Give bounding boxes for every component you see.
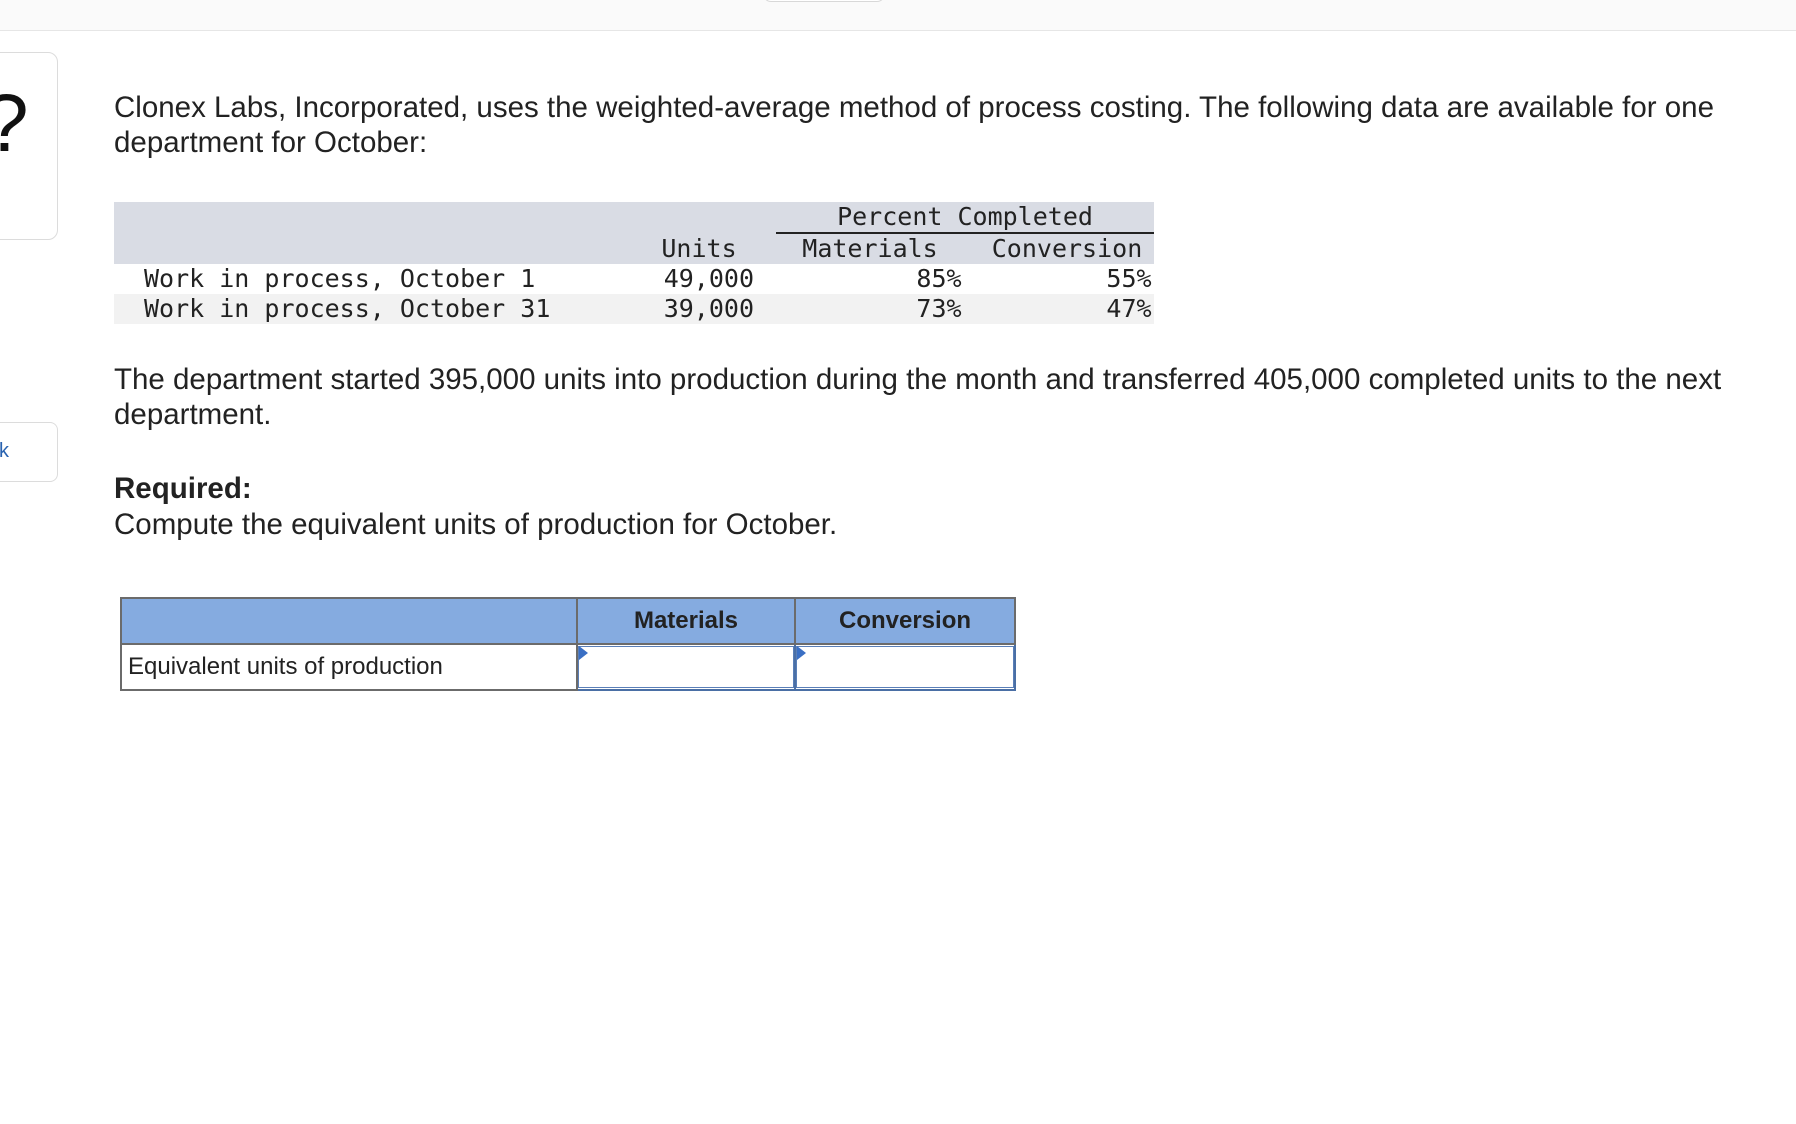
problem-intro: Clonex Labs, Incorporated, uses the weig… xyxy=(114,91,1714,159)
conversion-input-cell xyxy=(794,643,1016,691)
row-label: Work in process, October 1 xyxy=(144,264,536,293)
row-materials: 73% xyxy=(916,294,962,323)
table-row: Equivalent units of production xyxy=(120,643,1016,691)
input-marker-icon xyxy=(797,646,806,660)
answer-header-materials: Materials xyxy=(576,597,796,645)
table-row: Work in process, October 31 39,000 73% 4… xyxy=(114,294,1154,324)
row-conversion: 55% xyxy=(1106,264,1152,293)
row-label: Work in process, October 31 xyxy=(144,294,551,323)
problem-body: The department started 395,000 units int… xyxy=(114,363,1722,431)
header-underline xyxy=(776,232,1154,234)
row-conversion: 47% xyxy=(1106,294,1152,323)
required-text: Compute the equivalent units of producti… xyxy=(114,508,838,541)
answer-table: Materials Conversion Equivalent units of… xyxy=(120,597,1016,691)
question-mark-icon: ? xyxy=(0,83,29,165)
row-units: 49,000 xyxy=(663,264,754,293)
question-nav-card[interactable]: ? xyxy=(0,52,58,240)
input-marker-icon xyxy=(579,646,588,660)
required-title: Required: xyxy=(114,472,252,505)
conversion-input[interactable] xyxy=(796,646,1014,688)
process-data-table: Percent Completed Units Materials Conver… xyxy=(114,202,1154,324)
answer-header-blank xyxy=(120,597,578,645)
side-link-label: k xyxy=(0,440,9,462)
materials-header: Materials xyxy=(802,234,938,263)
row-materials: 85% xyxy=(916,264,962,293)
units-header: Units xyxy=(661,234,737,263)
table-row: Work in process, October 1 49,000 85% 55… xyxy=(114,264,1154,294)
row-units: 39,000 xyxy=(663,294,754,323)
top-bar xyxy=(0,0,1796,31)
equivalent-units-label: Equivalent units of production xyxy=(120,643,578,691)
side-link-button[interactable]: k xyxy=(0,422,58,482)
answer-header-conversion: Conversion xyxy=(794,597,1016,645)
percent-completed-header: Percent Completed xyxy=(837,202,1093,231)
materials-input[interactable] xyxy=(578,646,794,688)
data-table-header: Percent Completed Units Materials Conver… xyxy=(114,202,1154,264)
top-tab-handle[interactable] xyxy=(763,0,885,2)
materials-input-cell xyxy=(576,643,796,691)
conversion-header: Conversion xyxy=(991,234,1143,263)
